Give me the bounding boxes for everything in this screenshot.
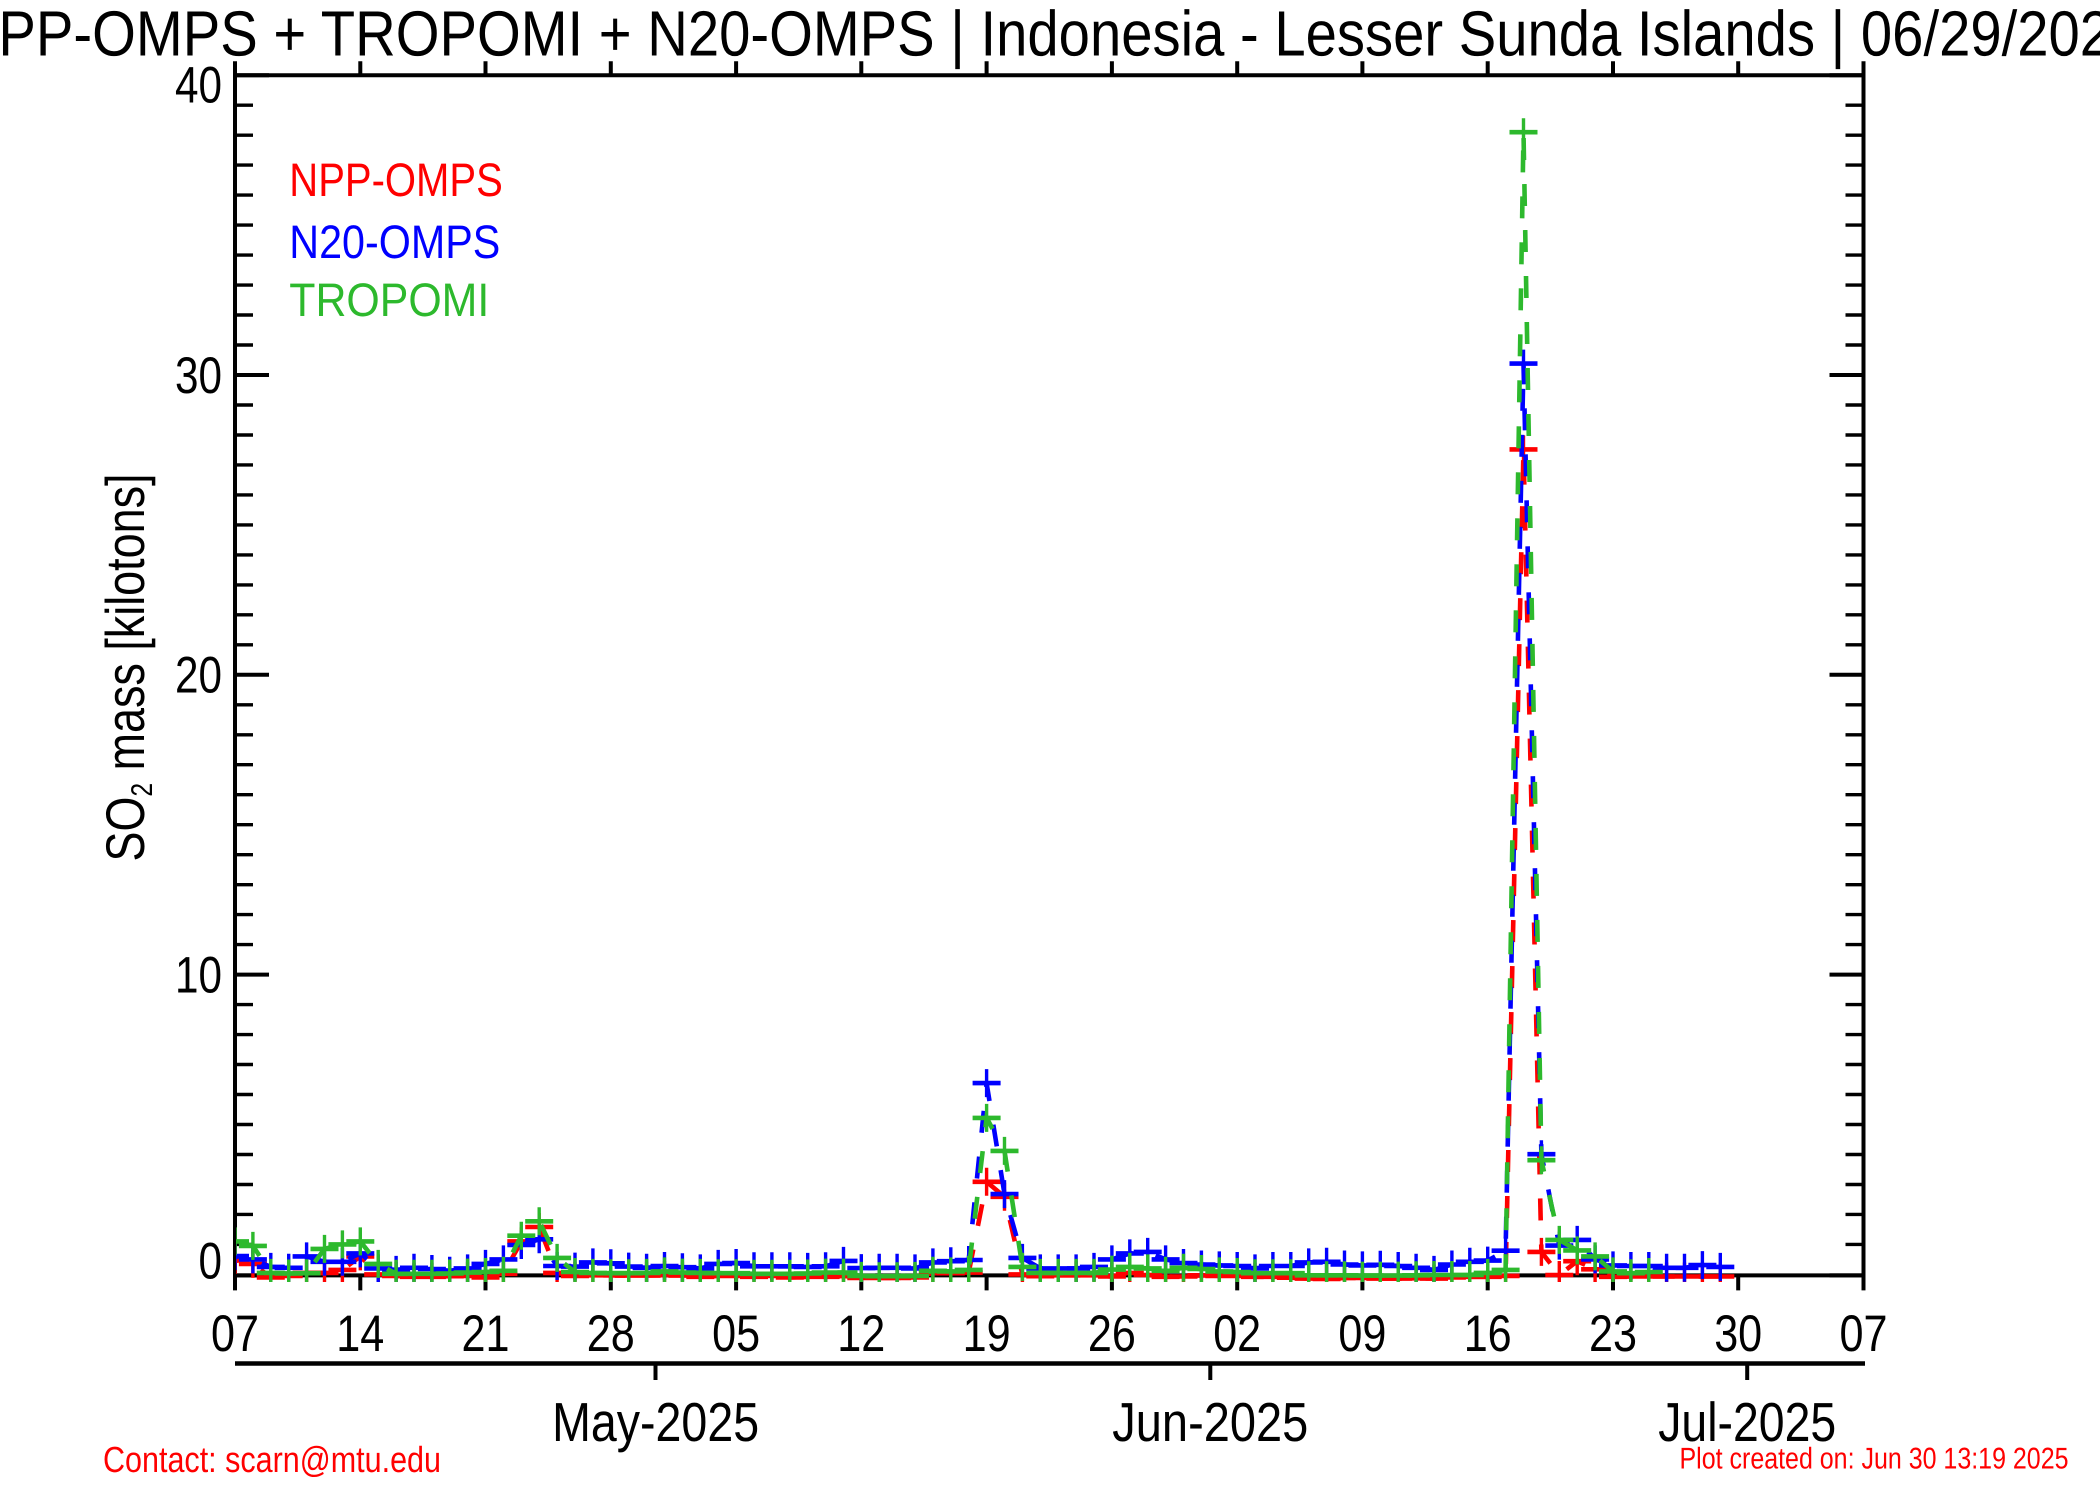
svg-text:30: 30 xyxy=(1714,1304,1762,1362)
svg-text:12: 12 xyxy=(837,1304,885,1362)
svg-text:28: 28 xyxy=(587,1304,635,1362)
svg-text:10: 10 xyxy=(175,945,222,1003)
svg-text:07: 07 xyxy=(211,1304,259,1362)
svg-text:09: 09 xyxy=(1338,1304,1386,1362)
svg-text:14: 14 xyxy=(336,1304,384,1362)
svg-text:SO2 mass [kilotons]: SO2 mass [kilotons] xyxy=(95,474,159,862)
svg-text:Contact: scarn@mtu.edu: Contact: scarn@mtu.edu xyxy=(103,1439,441,1480)
svg-text:Plot created on: Jun 30 13:19: Plot created on: Jun 30 13:19 2025 xyxy=(1680,1442,2069,1475)
svg-text:NPP-OMPS: NPP-OMPS xyxy=(289,153,503,206)
svg-text:23: 23 xyxy=(1589,1304,1637,1362)
svg-text:Jul-2025: Jul-2025 xyxy=(1658,1391,1836,1453)
svg-text:02: 02 xyxy=(1213,1304,1261,1362)
svg-text:NPP-OMPS + TROPOMI + N20-OMPS: NPP-OMPS + TROPOMI + N20-OMPS | Indonesi… xyxy=(0,0,2100,70)
svg-text:26: 26 xyxy=(1088,1304,1136,1362)
svg-text:Jun-2025: Jun-2025 xyxy=(1112,1391,1308,1453)
svg-text:40: 40 xyxy=(175,55,222,113)
svg-text:0: 0 xyxy=(199,1232,223,1290)
svg-text:N20-OMPS: N20-OMPS xyxy=(289,215,500,268)
svg-text:07: 07 xyxy=(1840,1304,1888,1362)
svg-text:19: 19 xyxy=(963,1304,1011,1362)
svg-text:21: 21 xyxy=(462,1304,510,1362)
svg-text:16: 16 xyxy=(1464,1304,1512,1362)
svg-text:May-2025: May-2025 xyxy=(552,1391,759,1453)
svg-text:20: 20 xyxy=(175,646,222,704)
svg-text:TROPOMI: TROPOMI xyxy=(289,273,489,326)
svg-text:30: 30 xyxy=(175,346,222,404)
svg-text:05: 05 xyxy=(712,1304,760,1362)
